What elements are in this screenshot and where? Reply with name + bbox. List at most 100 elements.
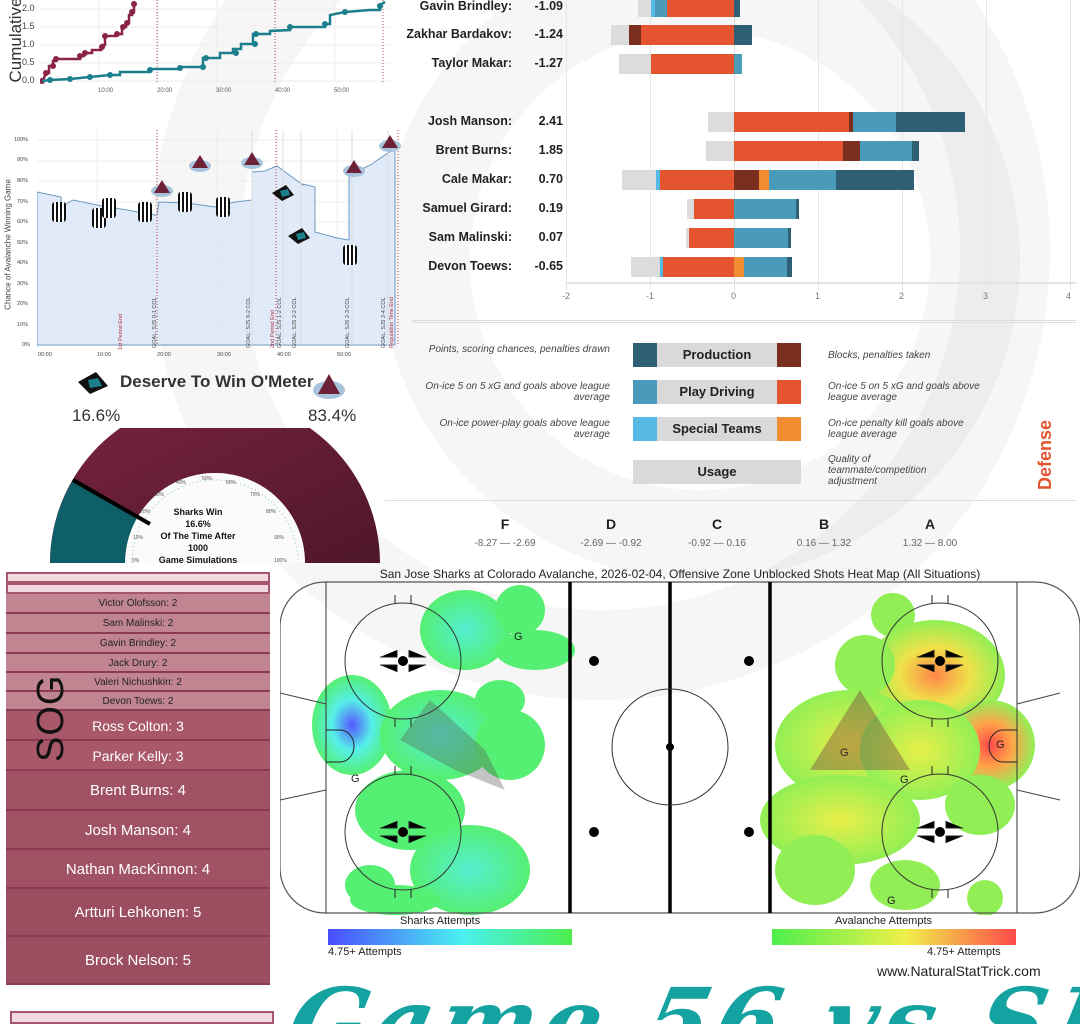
avalanche-logo-icon [188, 155, 212, 173]
y-tick: 20% [17, 301, 29, 307]
referee-penalty-icon [178, 192, 192, 212]
play-driving-segment [769, 170, 836, 190]
player-name: Devon Toews: [428, 259, 512, 273]
production-segment [912, 141, 919, 161]
event-label: GOAL: SJS 2-3 COL [345, 297, 351, 348]
referee-penalty-icon [343, 245, 357, 265]
player-name: Gavin Brindley: [419, 0, 512, 13]
production-segment [734, 0, 740, 17]
x-tick: 1 [815, 291, 821, 301]
player-score: -0.65 [534, 259, 564, 273]
shot-heatmap: San Jose Sharks at Colorado Avalanche, 2… [280, 565, 1080, 985]
play-driving-defense-swatch [777, 380, 801, 404]
goal-marker: G [996, 739, 1005, 751]
x-tick: 50:00 [337, 352, 351, 358]
play-driving-def-segment [660, 170, 734, 190]
divider [385, 500, 1075, 501]
x-tick: 40:00 [275, 88, 291, 94]
y-tick: 10% [17, 322, 29, 328]
y-tick: 50% [17, 240, 29, 246]
production-defense-swatch [777, 343, 801, 367]
divider [412, 320, 1076, 323]
player-impact-chart: Gavin Brindley: -1.09 Zakhar Bardakov: -… [406, 0, 1080, 310]
production-segment [788, 228, 791, 248]
player-name: Sam Malinski: [428, 230, 512, 244]
player-name: Taylor Makar: [431, 56, 512, 70]
goal-marker: G [840, 747, 849, 759]
play-driving-segment [734, 228, 788, 248]
special-teams-segment [660, 257, 663, 277]
play-driving-def-segment [651, 54, 734, 74]
special-teams-offense-swatch [633, 417, 657, 441]
play-driving-segment [853, 112, 896, 132]
sog-row: Brock Nelson: 5 [6, 937, 270, 985]
y-tick: 80% [17, 178, 29, 184]
referee-penalty-icon [216, 197, 230, 217]
x-tick: 4 [1066, 291, 1072, 301]
usage-segment [638, 0, 652, 17]
x-tick: 50:00 [334, 88, 350, 94]
gauge-title: Deserve To Win O'Meter [120, 372, 314, 391]
grid-line [1070, 0, 1071, 290]
sharks-logo-icon [288, 228, 310, 244]
legend-right-desc: On-ice penalty kill goals above league a… [828, 418, 964, 440]
play-driving-def-segment [689, 228, 734, 248]
event-label: Regulation Time End [389, 296, 395, 348]
production-def-segment [849, 112, 853, 132]
gauge-tick: 80% [266, 509, 277, 515]
gauge-tick: 30% [154, 492, 165, 498]
credit-link[interactable]: www.NaturalStatTrick.com [877, 963, 1041, 979]
sog-label: SOG [30, 674, 72, 762]
x-axis [566, 282, 1076, 284]
cumulative-plot [40, 0, 390, 84]
production-offense-swatch [633, 343, 657, 367]
player-score: -1.24 [534, 27, 564, 41]
x-tick: 3 [983, 291, 989, 301]
grade-f: F -8.27 — -2.69 [474, 516, 536, 549]
avalanche-color-scale [772, 929, 1016, 945]
gauge-tick: 70% [250, 492, 261, 498]
x-tick: -1 [646, 291, 655, 301]
play-driving-offense-swatch [633, 380, 657, 404]
game-banner-text: Game 56 vs SJS [290, 968, 1080, 1024]
x-tick: 40:00 [277, 352, 291, 358]
production-segment [734, 25, 752, 45]
avalanche-percentage: 83.4% [308, 406, 357, 425]
gauge-tick: 0% [132, 558, 140, 564]
legend-usage: Usage [633, 460, 801, 484]
legend-special-teams: Special Teams [633, 417, 801, 441]
goal-marker: G [900, 774, 909, 786]
usage-segment [619, 54, 651, 74]
x-tick: 20:00 [157, 88, 173, 94]
gauge-tick: 20% [140, 509, 151, 515]
y-tick: 1.0 [22, 39, 35, 49]
special-teams-segment [651, 0, 655, 17]
usage-segment [686, 228, 689, 248]
event-label: GOAL: SJS 2-2 COL [292, 297, 298, 348]
player-name: Zakhar Bardakov: [406, 27, 512, 41]
goal-marker: G [887, 895, 896, 907]
play-driving-def-segment [694, 199, 734, 219]
win-probability-plot [37, 130, 402, 346]
win-probability-chart: Chance of Avalanche Winning Game 100% 90… [0, 130, 410, 365]
grid-line [566, 0, 567, 290]
play-driving-def-segment [667, 0, 734, 17]
next-table-header [10, 1011, 274, 1024]
y-tick: 30% [17, 281, 29, 287]
y-tick: 0% [22, 342, 30, 348]
avalanche-logo-icon [312, 374, 346, 400]
goal-marker: G [514, 631, 523, 643]
play-driving-segment [734, 54, 742, 74]
gauge-tick: 50% [202, 476, 213, 482]
empty-row [6, 572, 270, 583]
usage-segment [708, 112, 734, 132]
x-tick: -2 [562, 291, 571, 301]
usage-segment [611, 25, 629, 45]
sharks-percentage: 16.6% [72, 406, 121, 425]
gauge-tick: 90% [274, 535, 285, 541]
y-tick: 0.0 [22, 75, 35, 85]
usage-segment [631, 257, 660, 277]
grid-line [986, 0, 987, 290]
player-name: Cale Makar: [441, 172, 512, 186]
x-tick: 0 [731, 291, 737, 301]
